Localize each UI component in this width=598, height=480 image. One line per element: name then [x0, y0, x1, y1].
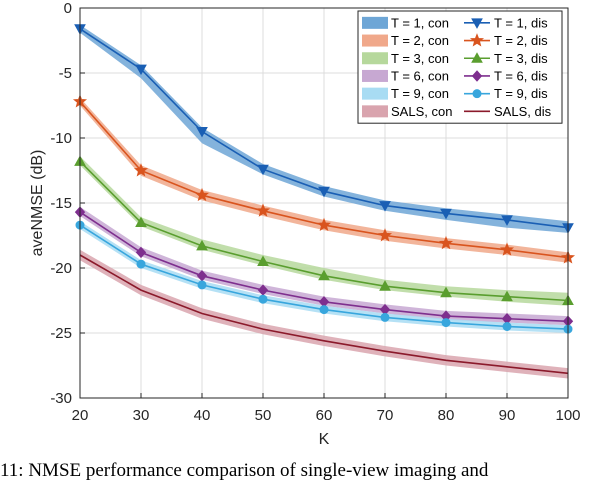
x-tick-label: 60: [316, 407, 333, 424]
y-tick-label: -10: [50, 130, 72, 147]
legend-entry: T = 2, dis: [494, 33, 548, 48]
legend-entry: T = 9, dis: [494, 86, 548, 101]
legend-marker: [469, 33, 485, 47]
legend-swatch: [362, 34, 388, 47]
data-point: [194, 187, 210, 202]
x-tick-label: 100: [555, 407, 580, 424]
legend-swatch: [362, 87, 388, 100]
legend-swatch: [362, 52, 388, 65]
data-point: [136, 259, 146, 269]
legend-entry: T = 3, dis: [494, 51, 548, 66]
data-point: [135, 246, 147, 259]
data-point: [255, 203, 271, 217]
data-point: [501, 290, 513, 302]
x-tick-label: 30: [133, 407, 150, 424]
x-tick-label: 70: [377, 407, 394, 424]
data-point: [133, 163, 149, 177]
data-point: [197, 280, 207, 290]
y-tick-label: -20: [50, 260, 72, 277]
legend-entry: T = 1, dis: [494, 15, 548, 30]
chart: 20 30 40 50 60 70 80 90 100 0 -5 -10 -15 -20 -25 -30 K…: [29, 0, 581, 448]
data-point: [440, 208, 452, 220]
data-point: [135, 64, 147, 76]
data-point: [379, 201, 391, 212]
x-axis-label: K: [319, 431, 330, 448]
y-tick-label: 0: [64, 0, 72, 17]
legend-marker: [471, 52, 483, 63]
legend-entry: SALS, dis: [494, 104, 552, 119]
data-point: [438, 235, 454, 250]
legend-entry: SALS, con: [391, 104, 452, 119]
data-point: [380, 312, 390, 322]
y-tick-label: -30: [50, 390, 72, 407]
data-point: [501, 215, 513, 226]
x-tick-label: 50: [255, 407, 272, 424]
y-tick-label: -5: [59, 65, 72, 82]
x-tick-label: 20: [72, 407, 89, 424]
data-point: [318, 186, 330, 198]
data-point: [499, 242, 515, 256]
legend-marker: [471, 70, 483, 82]
y-axis-label: aveNMSE (dB): [29, 150, 46, 257]
data-point: [196, 127, 208, 138]
data-point: [316, 217, 332, 232]
legend-entry: T = 6, con: [391, 68, 449, 83]
data-point: [379, 280, 391, 291]
legend-entry: T = 6, dis: [494, 68, 548, 83]
data-point: [319, 305, 329, 315]
x-tick-labels: 20 30 40 50 60 70 80 90 100: [72, 407, 581, 424]
legend-swatch: [362, 105, 388, 118]
plot-frame: [79, 7, 569, 399]
figure-caption: 11: NMSE performance comparison of singl…: [0, 460, 489, 480]
legend-entry: T = 1, con: [391, 15, 449, 30]
data-point: [257, 164, 269, 176]
legend-swatch: [362, 69, 388, 82]
y-tick-labels: 0 -5 -10 -15 -20 -25 -30: [50, 0, 72, 407]
data-point: [318, 269, 330, 281]
data-point: [258, 294, 268, 304]
legend-entry: T = 3, con: [391, 51, 449, 66]
data-point: [196, 239, 208, 251]
legend-box: [357, 10, 563, 124]
x-tick-label: 80: [438, 407, 455, 424]
x-tick-label: 90: [499, 407, 516, 424]
x-tick-label: 40: [194, 407, 211, 424]
legend-marker: [471, 18, 483, 29]
legend-marker: [472, 89, 482, 99]
data-point: [502, 322, 512, 331]
legend-swatch: [362, 16, 388, 29]
legend-entry: T = 9, con: [391, 86, 449, 101]
legend: T = 1, con T = 1, dis T = 2, con T = 2, dis…: [357, 10, 563, 124]
y-tick-label: -15: [50, 195, 72, 212]
data-point: [135, 216, 147, 227]
y-tick-label: -25: [50, 325, 72, 342]
confidence-band: [80, 97, 568, 263]
data-point: [441, 318, 451, 328]
data-point: [257, 255, 269, 266]
confidence-band: [80, 249, 568, 379]
data-point: [377, 228, 393, 242]
legend-entry: T = 2, con: [391, 33, 449, 48]
data-point: [440, 286, 452, 298]
series-line: [79, 254, 569, 375]
